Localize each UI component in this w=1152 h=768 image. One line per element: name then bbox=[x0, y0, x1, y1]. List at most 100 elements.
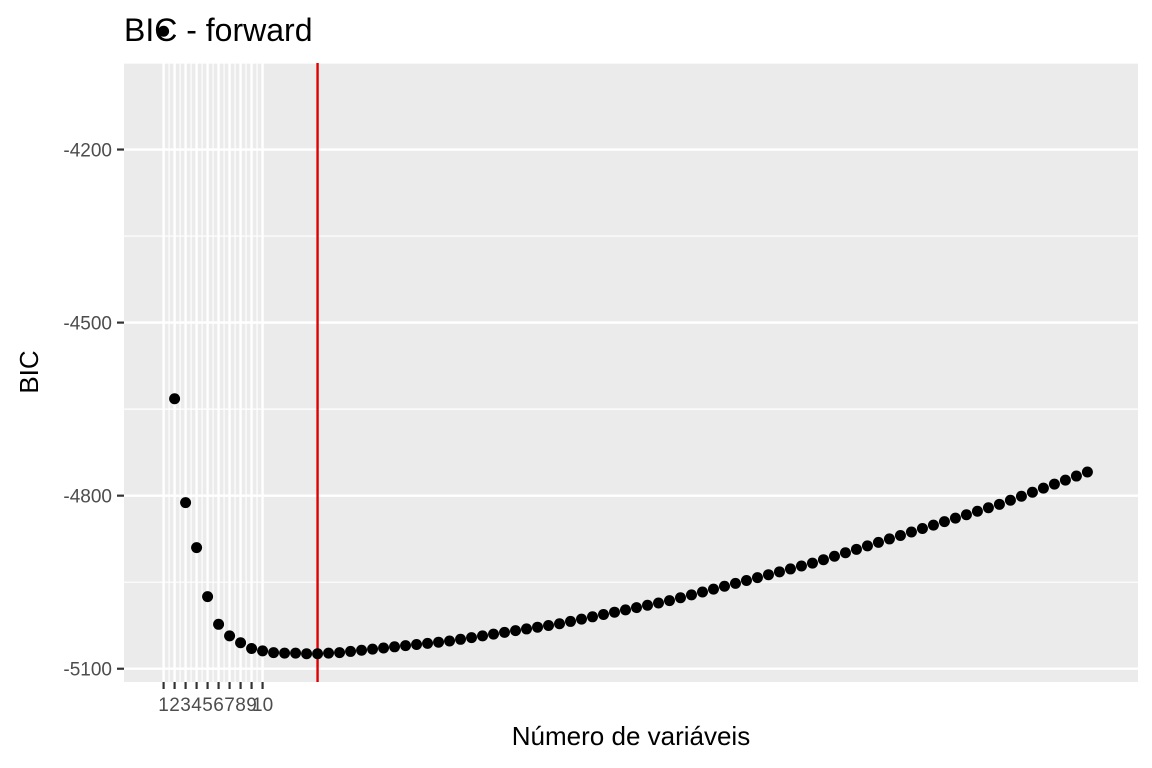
data-point bbox=[158, 25, 170, 37]
data-point bbox=[1048, 478, 1060, 490]
data-point bbox=[905, 526, 917, 538]
data-point bbox=[532, 621, 544, 633]
data-point bbox=[323, 647, 335, 659]
data-point bbox=[718, 580, 730, 592]
chart-title: BIC - forward bbox=[124, 12, 312, 48]
data-point bbox=[180, 497, 192, 509]
y-axis: -4200 -4500 -4800 -5100 bbox=[63, 141, 124, 681]
x-axis: 1 2 3 4 5 6 7 8 910 bbox=[158, 682, 273, 716]
data-point bbox=[806, 557, 818, 569]
data-point bbox=[466, 632, 478, 644]
data-point bbox=[609, 606, 621, 618]
data-point bbox=[630, 602, 642, 614]
y-tick-label: -5100 bbox=[63, 660, 112, 681]
data-point bbox=[378, 642, 390, 654]
y-axis-title: BIC bbox=[14, 350, 44, 393]
data-point bbox=[488, 628, 500, 640]
x-tick-label: 3 bbox=[180, 695, 191, 716]
data-point bbox=[927, 519, 939, 531]
data-point bbox=[268, 647, 280, 659]
data-point bbox=[433, 636, 445, 648]
data-point bbox=[620, 604, 632, 616]
data-points bbox=[158, 25, 1093, 660]
y-tick-label: -4500 bbox=[63, 314, 112, 335]
data-point bbox=[521, 623, 533, 635]
data-point bbox=[279, 647, 291, 659]
x-tick-label: 6 bbox=[213, 695, 224, 716]
data-point bbox=[960, 509, 972, 521]
data-point bbox=[795, 560, 807, 572]
data-point bbox=[872, 536, 884, 548]
data-point bbox=[598, 609, 610, 621]
data-point bbox=[235, 637, 247, 649]
x-tick-label: 1 bbox=[158, 695, 169, 716]
data-point bbox=[169, 393, 181, 405]
data-point bbox=[411, 639, 423, 651]
data-point bbox=[367, 643, 379, 655]
data-point bbox=[729, 577, 741, 589]
data-point bbox=[455, 633, 467, 645]
data-point bbox=[1026, 486, 1038, 498]
data-point bbox=[565, 615, 577, 627]
data-point bbox=[674, 592, 686, 604]
data-point bbox=[861, 540, 873, 552]
x-tick-label: 2 bbox=[169, 695, 180, 716]
data-point bbox=[982, 502, 994, 514]
data-point bbox=[751, 572, 763, 584]
data-point bbox=[510, 625, 522, 637]
data-point bbox=[1004, 494, 1016, 506]
data-point bbox=[707, 583, 719, 595]
data-point bbox=[389, 641, 401, 653]
data-point bbox=[839, 547, 851, 559]
y-tick-label: -4200 bbox=[63, 141, 112, 162]
data-point bbox=[663, 595, 675, 607]
data-point bbox=[1037, 482, 1049, 494]
data-point bbox=[246, 643, 258, 655]
data-point bbox=[301, 648, 313, 660]
y-tick-label: -4800 bbox=[63, 487, 112, 508]
data-point bbox=[202, 591, 214, 603]
data-point bbox=[554, 618, 566, 630]
data-point bbox=[971, 505, 983, 517]
data-point bbox=[784, 563, 796, 575]
data-point bbox=[224, 630, 236, 642]
data-point bbox=[444, 635, 456, 647]
data-point bbox=[1015, 490, 1027, 502]
data-point bbox=[477, 630, 489, 642]
x-tick-label: 9 bbox=[246, 695, 257, 716]
data-point bbox=[499, 626, 511, 638]
data-point bbox=[652, 597, 664, 609]
minor-gridlines bbox=[124, 62, 1138, 682]
data-point bbox=[685, 589, 697, 601]
data-point bbox=[883, 533, 895, 545]
data-point bbox=[290, 647, 302, 659]
data-point bbox=[334, 647, 346, 659]
data-point bbox=[191, 542, 203, 554]
data-point bbox=[312, 648, 324, 660]
data-point bbox=[993, 498, 1005, 510]
data-point bbox=[850, 543, 862, 555]
x-tick-label: 5 bbox=[202, 695, 213, 716]
data-point bbox=[1059, 474, 1071, 486]
data-point bbox=[641, 599, 653, 611]
data-point bbox=[696, 586, 708, 598]
major-gridlines bbox=[124, 63, 1138, 682]
data-point bbox=[400, 640, 412, 652]
data-point bbox=[1081, 466, 1093, 478]
data-point bbox=[740, 574, 752, 586]
data-point bbox=[949, 512, 961, 524]
data-point bbox=[543, 619, 555, 631]
x-tick-label: 4 bbox=[191, 695, 202, 716]
data-point bbox=[422, 637, 434, 649]
data-point bbox=[356, 644, 368, 656]
x-tick-label: 8 bbox=[235, 695, 246, 716]
data-point bbox=[345, 645, 357, 657]
data-point bbox=[938, 516, 950, 528]
data-point bbox=[576, 613, 588, 625]
data-point bbox=[773, 566, 785, 578]
data-point bbox=[213, 618, 225, 630]
data-point bbox=[1070, 470, 1082, 482]
x-tick-label: 10 bbox=[252, 695, 273, 716]
data-point bbox=[762, 569, 774, 581]
